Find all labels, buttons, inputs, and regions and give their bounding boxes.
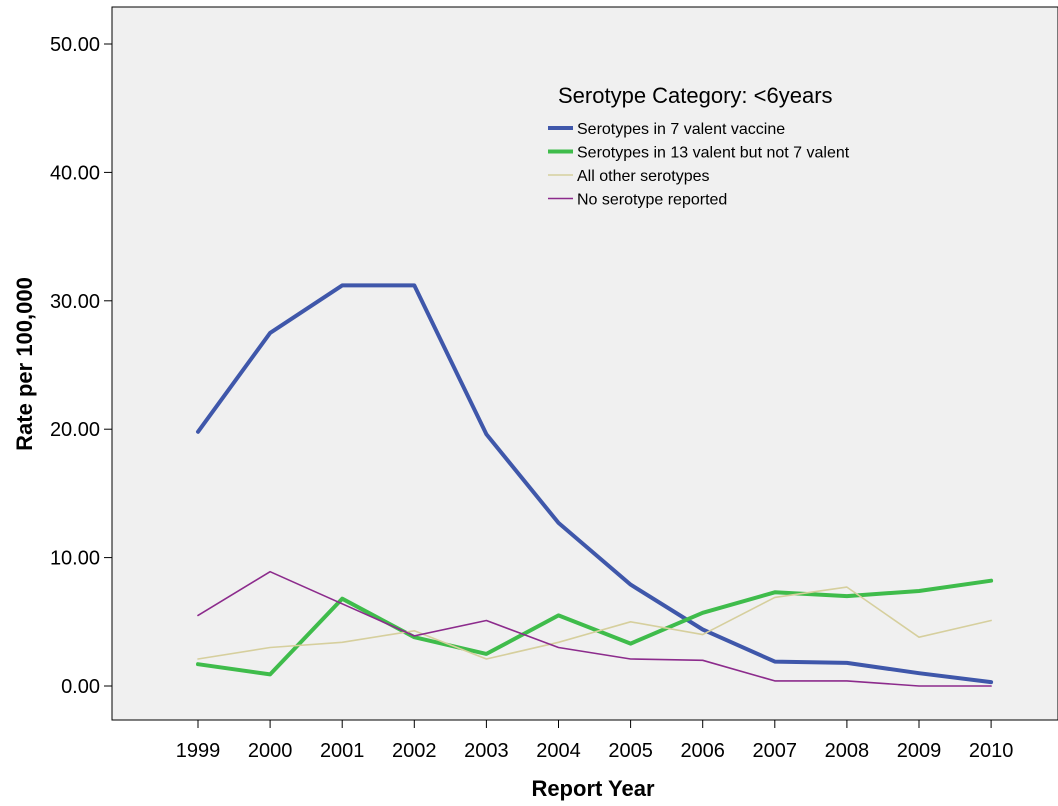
legend-label: Serotypes in 13 valent but not 7 valent	[577, 145, 850, 162]
legend-label: No serotype reported	[577, 192, 727, 209]
y-axis: 0.00 10.00 20.00 30.00 40.00 50.00	[50, 34, 112, 698]
x-tick-label: 2009	[897, 740, 942, 762]
x-tick-label: 1999	[176, 740, 221, 762]
legend-title: Serotype Category: <6years	[558, 83, 833, 108]
x-tick-label: 2004	[536, 740, 581, 762]
x-tick-label: 2000	[248, 740, 293, 762]
x-axis: 1999 2000 2001 2002 2003 2004 2005 2006 2007 2008…	[176, 720, 1014, 762]
y-tick-label: 20.00	[50, 419, 100, 441]
x-tick-label: 2003	[464, 740, 509, 762]
y-tick-label: 30.00	[50, 291, 100, 313]
y-tick-label: 50.00	[50, 34, 100, 56]
y-axis-title: Rate per 100,000	[12, 277, 37, 451]
plot-area	[112, 7, 1058, 720]
legend-label: All other serotypes	[577, 168, 710, 185]
x-tick-label: 2005	[608, 740, 653, 762]
legend-label: Serotypes in 7 valent vaccine	[577, 121, 785, 138]
x-tick-label: 2007	[753, 740, 798, 762]
y-tick-label: 40.00	[50, 162, 100, 184]
x-tick-label: 2010	[969, 740, 1014, 762]
x-tick-label: 2001	[320, 740, 365, 762]
x-tick-label: 2002	[392, 740, 437, 762]
y-tick-label: 0.00	[61, 676, 100, 698]
x-tick-label: 2006	[680, 740, 725, 762]
x-axis-title: Report Year	[531, 776, 655, 801]
y-tick-label: 10.00	[50, 548, 100, 570]
x-tick-label: 2008	[825, 740, 870, 762]
